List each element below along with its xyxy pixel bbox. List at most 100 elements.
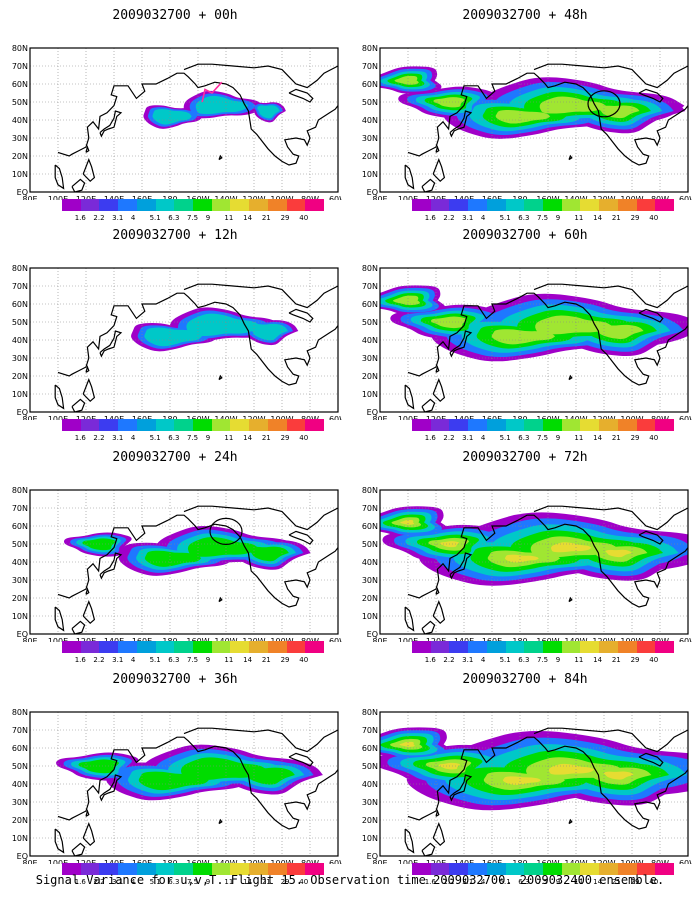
coastline [85, 365, 90, 373]
colorbar-swatch [230, 199, 250, 211]
lat-label: 70N [362, 726, 378, 735]
colorbar-swatch [561, 199, 581, 211]
lon-label: 120W [242, 859, 265, 864]
colorbar-swatch [286, 641, 306, 653]
coastline [432, 599, 446, 625]
colorbar-level: 21 [611, 656, 621, 664]
lon-label: 180 [512, 415, 527, 420]
lat-label: 10N [362, 170, 378, 179]
lon-label: 120W [242, 195, 265, 200]
coastline [568, 154, 573, 161]
forecast-panel: 2009032700 + 84h 80N 70N 60N 50N 40N 30N 20N 10N… [360, 672, 692, 894]
lat-label: 50N [12, 318, 28, 327]
lon-label: 160E [482, 195, 502, 200]
lat-label: 10N [12, 390, 28, 399]
colorbar-level: 2.2 [443, 434, 455, 442]
colorbar-swatch [486, 641, 506, 653]
panel-title: 2009032700 + 00h [112, 8, 238, 23]
lon-label: 80E [372, 415, 387, 420]
lat-label: 40N [362, 780, 378, 789]
coastline [638, 88, 664, 103]
lon-label: 160E [132, 195, 152, 200]
variance-contour [430, 316, 467, 329]
lat-label: 80N [12, 708, 28, 717]
lon-label: 100W [270, 195, 293, 200]
colorbar-level: 1.6 [74, 214, 86, 222]
coastline [533, 63, 688, 89]
colorbar-level: 29 [630, 656, 640, 664]
lon-label: 140W [214, 637, 237, 642]
figure-caption: Signal Variance for u,v,T. Flight 15. Ob… [35, 873, 665, 887]
lon-label: 120E [76, 859, 96, 864]
colorbar-swatch [249, 199, 268, 211]
colorbar-level: 21 [611, 214, 621, 222]
colorbar [412, 419, 675, 431]
colorbar-level: 1.6 [424, 656, 436, 664]
colorbar [62, 199, 325, 211]
colorbar-level: 1.6 [424, 878, 436, 886]
lat-label: 60N [362, 744, 378, 753]
colorbar-level: 2.2 [93, 214, 105, 222]
colorbar-swatch [617, 199, 637, 211]
lon-label: 160W [536, 195, 559, 200]
colorbar-swatch [617, 419, 637, 431]
variance-contour [249, 323, 288, 341]
colorbar-level: 29 [630, 214, 640, 222]
colorbar-swatch [267, 641, 287, 653]
colorbar-swatch [599, 419, 618, 431]
colorbar-level: 21 [261, 434, 271, 442]
coastline [638, 530, 664, 545]
colorbar-level: 5.1 [499, 656, 511, 664]
lon-label: 80E [22, 859, 37, 864]
lat-label: 70N [12, 62, 28, 71]
colorbar-swatch [561, 419, 581, 431]
colorbar-level: 2.2 [443, 656, 455, 664]
colorbar-swatch [211, 419, 231, 431]
colorbar-labels: 1.6 2.2 3.1 4 5.1 6.3 7.5 9 11 14 21 29 40 [62, 214, 324, 224]
lon-label: 120E [76, 195, 96, 200]
colorbar-level: 9 [555, 878, 561, 886]
lat-label: 20N [362, 372, 378, 381]
lon-label: 80W [301, 859, 319, 864]
colorbar-swatch [524, 641, 544, 653]
colorbar-swatch [655, 863, 675, 875]
lon-label: 80E [372, 637, 387, 642]
colorbar-level: 14 [593, 434, 603, 442]
lon-label: 140W [564, 637, 587, 642]
colorbar-level: 6.3 [168, 878, 180, 886]
colorbar-level: 1.6 [74, 878, 86, 886]
lon-label: 60W [329, 195, 342, 200]
colorbar-swatch [449, 199, 469, 211]
colorbar [62, 863, 325, 875]
colorbar-swatch [486, 863, 506, 875]
coastline [218, 374, 223, 381]
colorbar-level: 3.1 [462, 434, 474, 442]
coastline [183, 727, 338, 753]
colorbar-level: 4 [130, 434, 136, 442]
lon-label: 160W [186, 415, 209, 420]
colorbar-level: 6.3 [518, 434, 530, 442]
lat-label: 20N [362, 152, 378, 161]
colorbar-level: 21 [611, 434, 621, 442]
lat-label: 70N [12, 282, 28, 291]
colorbar-level: 3.1 [112, 214, 124, 222]
lon-label: 140E [104, 859, 124, 864]
colorbar-labels: 1.6 2.2 3.1 4 5.1 6.3 7.5 9 11 14 21 29 40 [62, 434, 324, 444]
panel-title: 2009032700 + 72h [462, 450, 588, 465]
lat-label: EQ [17, 852, 28, 861]
colorbar-level: 3.1 [112, 656, 124, 664]
colorbar-level: 11 [224, 656, 234, 664]
lon-label: 160W [536, 859, 559, 864]
colorbar-level: 2.2 [443, 878, 455, 886]
colorbar-swatch [305, 419, 325, 431]
colorbar-swatch [617, 863, 637, 875]
lon-label: 160E [132, 415, 152, 420]
colorbar-level: 14 [593, 878, 603, 886]
lon-label: 120E [426, 415, 446, 420]
colorbar-swatch [543, 641, 562, 653]
lat-label: 70N [362, 504, 378, 513]
colorbar-level: 5.1 [499, 214, 511, 222]
colorbar-level: 4 [480, 656, 486, 664]
